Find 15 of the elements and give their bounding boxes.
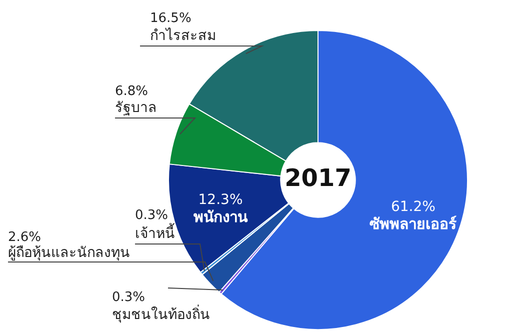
data-label: 0.3% <box>135 208 168 223</box>
slice-label: พนักงาน <box>194 208 248 226</box>
data-label: 2.6% <box>8 230 42 245</box>
data-label: 12.3% <box>198 192 243 208</box>
data-label: 16.5% <box>150 11 192 26</box>
data-label: 61.2% <box>390 198 436 215</box>
slice-label: รัฐบาล <box>115 100 157 116</box>
slice-label: กำไรสะสม <box>150 27 216 44</box>
slice-label: ชุมชนในท้องถิ่น <box>112 305 210 323</box>
data-label: 6.8% <box>115 84 148 99</box>
text: 2017 <box>284 164 352 192</box>
data-label: 0.3% <box>112 290 146 305</box>
slice-label: เจ้าหนี้ <box>135 223 175 242</box>
slice-label: ซัพพลายเออร์ <box>370 214 458 233</box>
slice-label: ผู้ถือหุ้นและนักลงทุน <box>8 245 130 261</box>
